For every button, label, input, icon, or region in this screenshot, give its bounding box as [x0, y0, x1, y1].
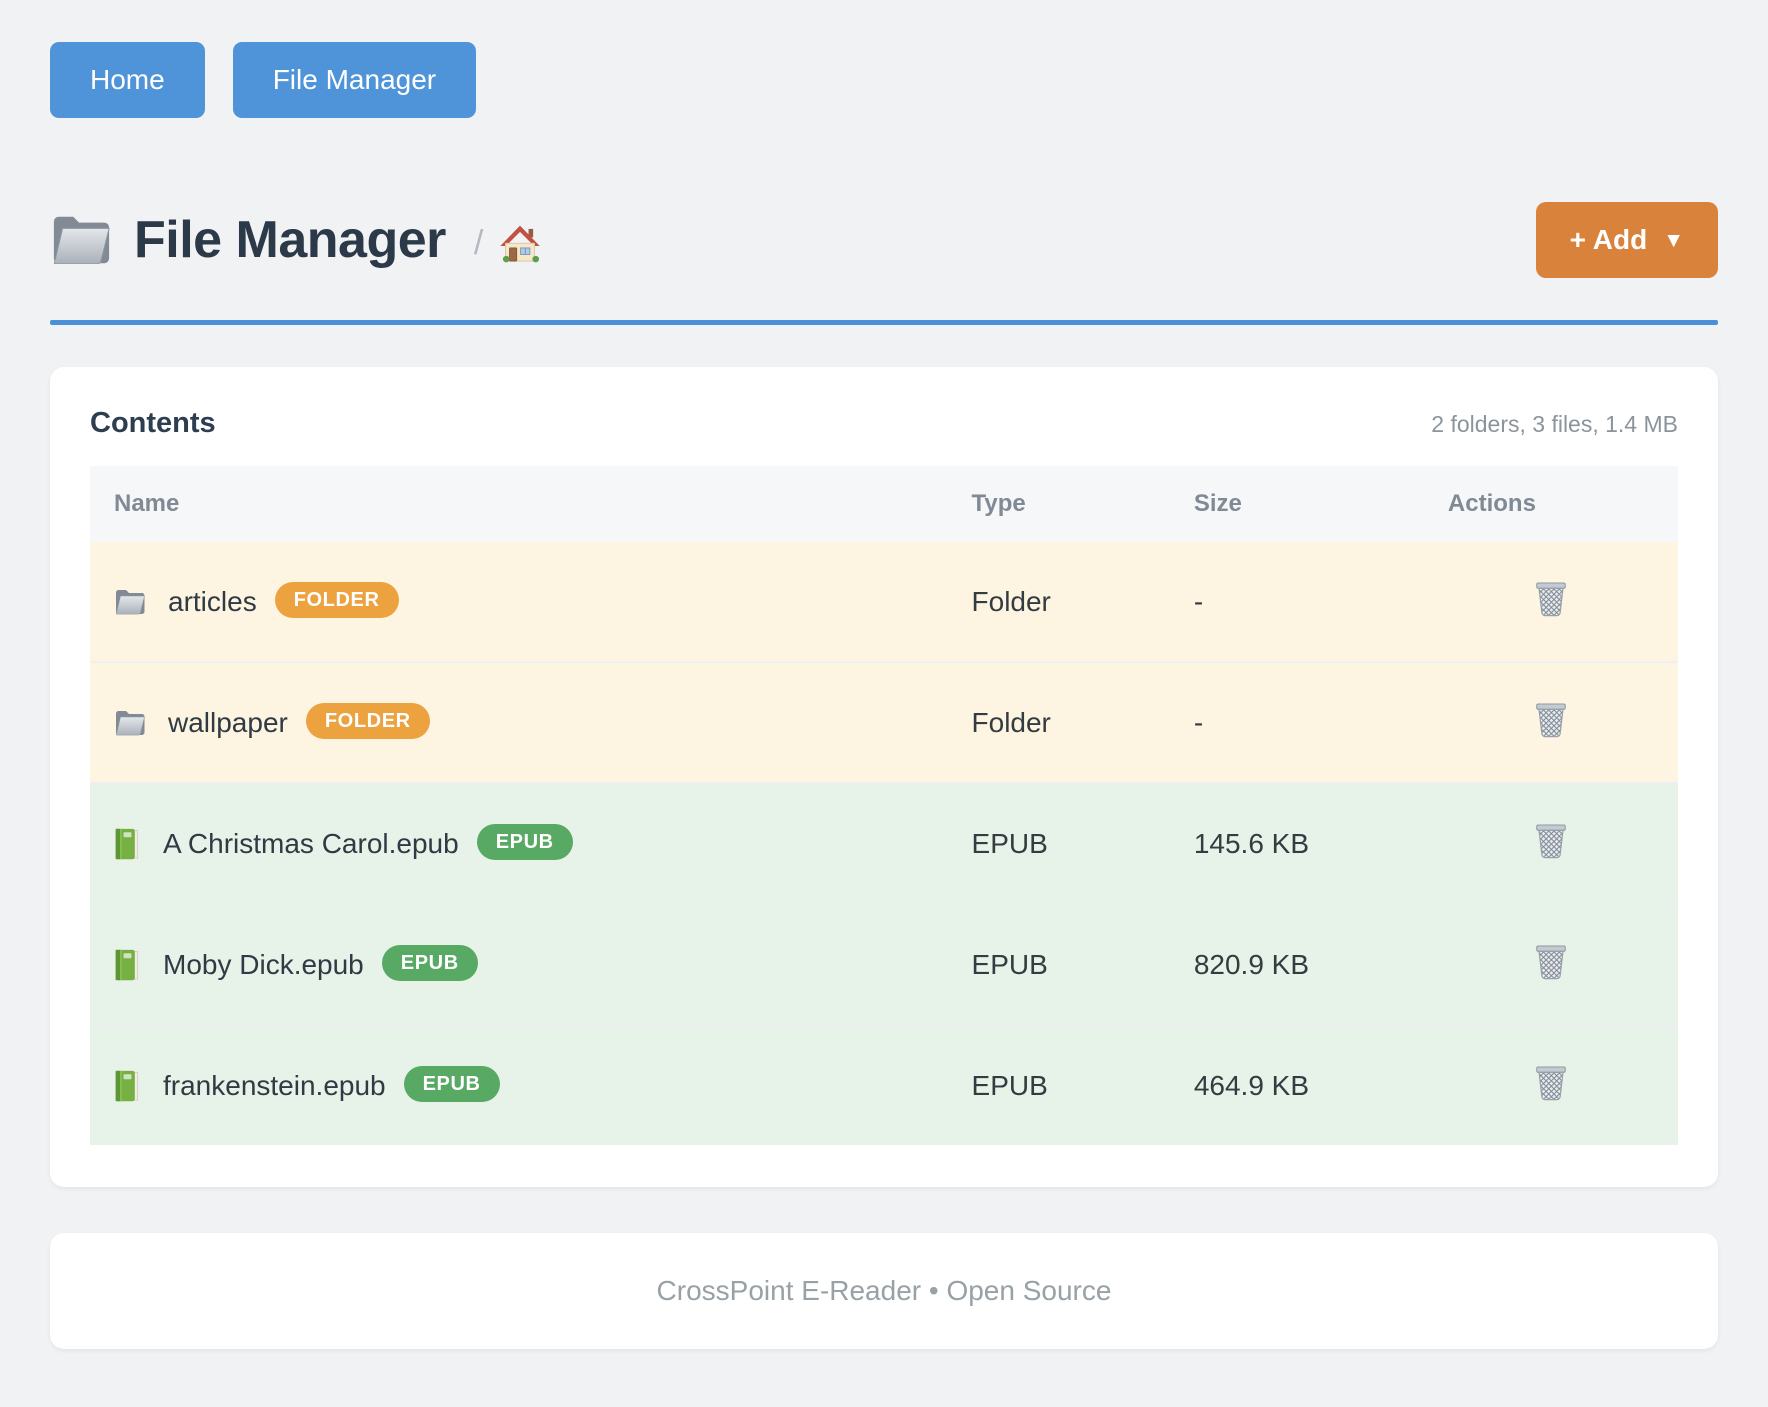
file-type: EPUB — [971, 827, 1048, 859]
file-manager-button[interactable]: File Manager — [232, 42, 477, 118]
type-badge: EPUB — [476, 823, 573, 860]
footer-text: CrossPoint E-Reader • Open Source — [656, 1275, 1112, 1306]
home-button[interactable]: Home — [50, 42, 205, 118]
page-header: File Manager / + Add ▼ — [50, 202, 1718, 278]
file-type: Folder — [971, 706, 1051, 738]
column-header-size: Size — [1169, 466, 1424, 542]
type-badge: EPUB — [403, 1065, 500, 1102]
trash-icon — [1536, 824, 1566, 859]
house-icon[interactable] — [499, 224, 541, 264]
trash-icon — [1536, 703, 1566, 738]
delete-button[interactable] — [1533, 699, 1569, 739]
add-button[interactable]: + Add ▼ — [1535, 202, 1718, 278]
column-header-name: Name — [90, 466, 948, 542]
type-badge: FOLDER — [305, 702, 430, 739]
table-header-row: Name Type Size Actions — [90, 466, 1678, 542]
file-size: - — [1193, 585, 1204, 617]
book-icon — [115, 1069, 139, 1102]
trash-icon — [1536, 1066, 1566, 1101]
breadcrumb-separator: / — [473, 223, 484, 262]
contents-heading: Contents — [90, 407, 216, 439]
file-name[interactable]: frankenstein.epub — [163, 1069, 386, 1101]
file-name[interactable]: articles — [168, 585, 257, 617]
folder-icon — [53, 216, 110, 264]
type-badge: FOLDER — [274, 581, 399, 618]
table-row[interactable]: articles FOLDER Folder - — [90, 542, 1678, 662]
book-icon — [115, 948, 139, 981]
file-type: EPUB — [971, 1069, 1048, 1101]
file-name[interactable]: A Christmas Carol.epub — [163, 827, 459, 859]
file-size: 464.9 KB — [1193, 1069, 1310, 1101]
column-header-type: Type — [947, 466, 1170, 542]
type-badge: EPUB — [381, 944, 478, 981]
chevron-down-icon: ▼ — [1663, 229, 1684, 252]
contents-card: Contents 2 folders, 3 files, 1.4 MB Name… — [50, 367, 1718, 1187]
table-row[interactable]: A Christmas Carol.epub EPUB EPUB 145.6 K… — [90, 783, 1678, 904]
file-size: 145.6 KB — [1193, 827, 1310, 859]
folder-icon — [115, 710, 145, 735]
delete-button[interactable] — [1533, 820, 1569, 860]
trash-icon — [1536, 945, 1566, 980]
file-name[interactable]: wallpaper — [168, 706, 288, 738]
file-name[interactable]: Moby Dick.epub — [163, 948, 364, 980]
book-icon — [115, 827, 139, 860]
contents-summary: 2 folders, 3 files, 1.4 MB — [1431, 411, 1678, 437]
accent-divider — [50, 320, 1718, 325]
add-button-label: + Add — [1569, 224, 1648, 255]
column-header-actions: Actions — [1423, 466, 1678, 542]
delete-button[interactable] — [1533, 941, 1569, 981]
table-row[interactable]: Moby Dick.epub EPUB EPUB 820.9 KB — [90, 904, 1678, 1025]
table-row[interactable]: frankenstein.epub EPUB EPUB 464.9 KB — [90, 1025, 1678, 1145]
file-size: - — [1193, 706, 1204, 738]
file-table: Name Type Size Actions articles FOLDER — [90, 466, 1678, 1145]
delete-button[interactable] — [1533, 578, 1569, 618]
file-type: EPUB — [971, 948, 1048, 980]
delete-button[interactable] — [1533, 1062, 1569, 1102]
file-type: Folder — [971, 585, 1051, 617]
top-nav: Home File Manager — [50, 42, 1718, 118]
folder-icon — [115, 589, 145, 614]
file-size: 820.9 KB — [1193, 948, 1310, 980]
table-row[interactable]: wallpaper FOLDER Folder - — [90, 662, 1678, 783]
footer: CrossPoint E-Reader • Open Source — [50, 1233, 1718, 1349]
page-title: File Manager — [134, 211, 446, 269]
trash-icon — [1536, 582, 1566, 617]
